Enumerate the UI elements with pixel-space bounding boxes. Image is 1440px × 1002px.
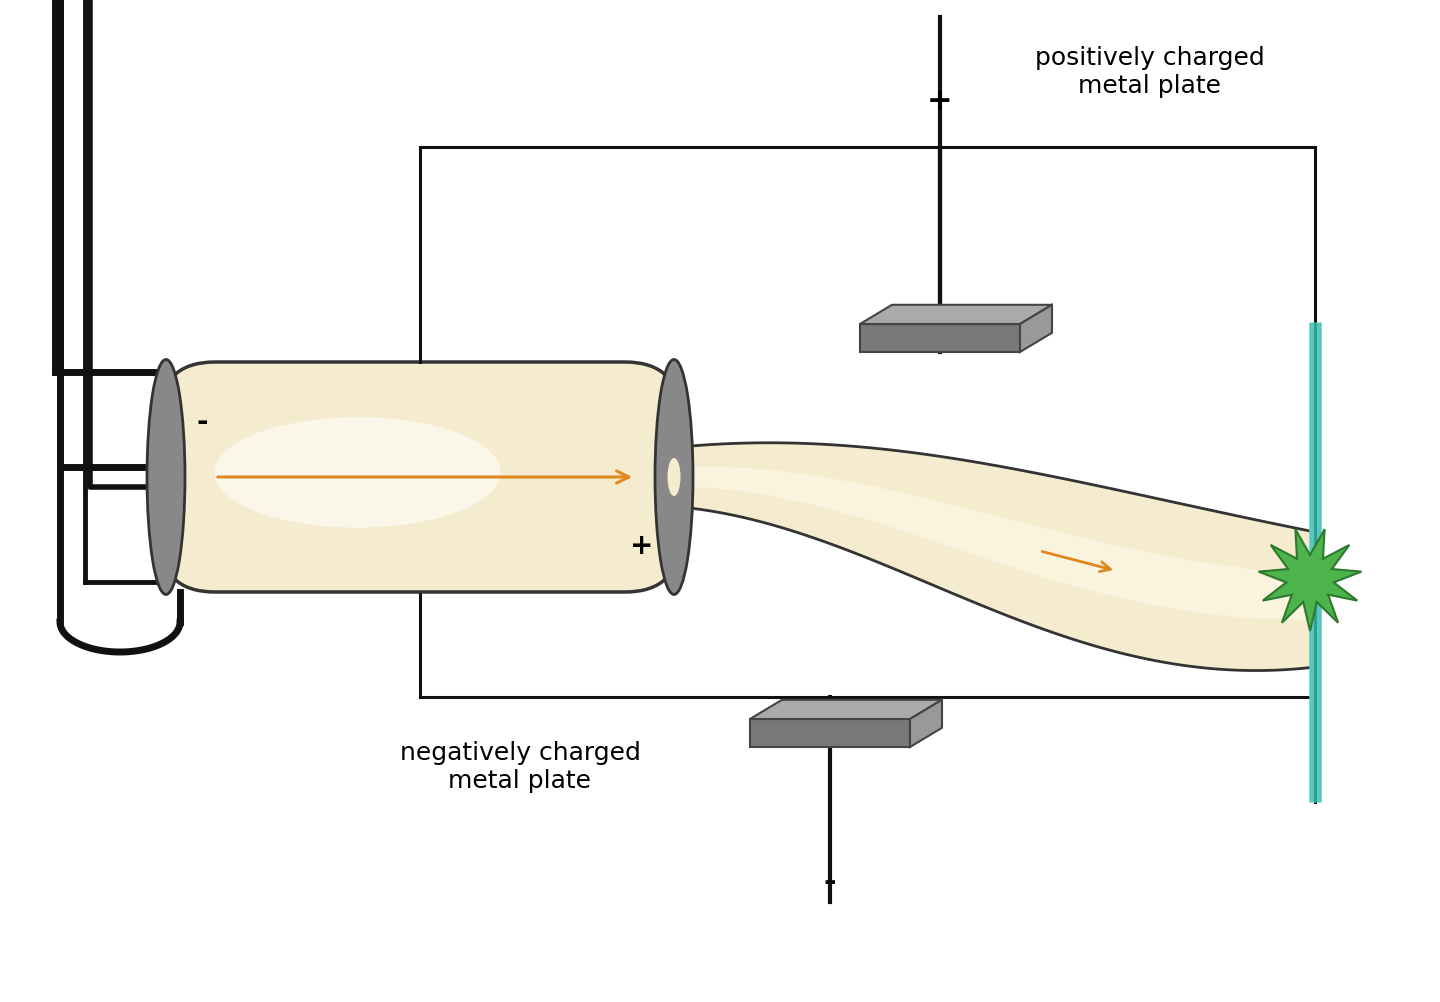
Polygon shape [685, 467, 1315, 619]
Text: -: - [196, 408, 207, 436]
Polygon shape [910, 699, 942, 747]
FancyBboxPatch shape [160, 362, 680, 592]
Ellipse shape [655, 360, 693, 594]
Text: +: + [631, 532, 654, 560]
Polygon shape [680, 443, 1315, 670]
Polygon shape [860, 324, 1020, 352]
Text: positively charged
metal plate: positively charged metal plate [1035, 46, 1264, 98]
Polygon shape [750, 699, 942, 719]
Polygon shape [750, 719, 910, 747]
Text: -: - [824, 868, 837, 897]
Text: +: + [927, 87, 953, 116]
Ellipse shape [147, 360, 184, 594]
Polygon shape [860, 305, 1053, 324]
Polygon shape [1259, 529, 1361, 631]
Ellipse shape [215, 417, 501, 528]
Polygon shape [1020, 305, 1053, 352]
Ellipse shape [668, 458, 681, 496]
Text: negatively charged
metal plate: negatively charged metal plate [399, 741, 641, 793]
